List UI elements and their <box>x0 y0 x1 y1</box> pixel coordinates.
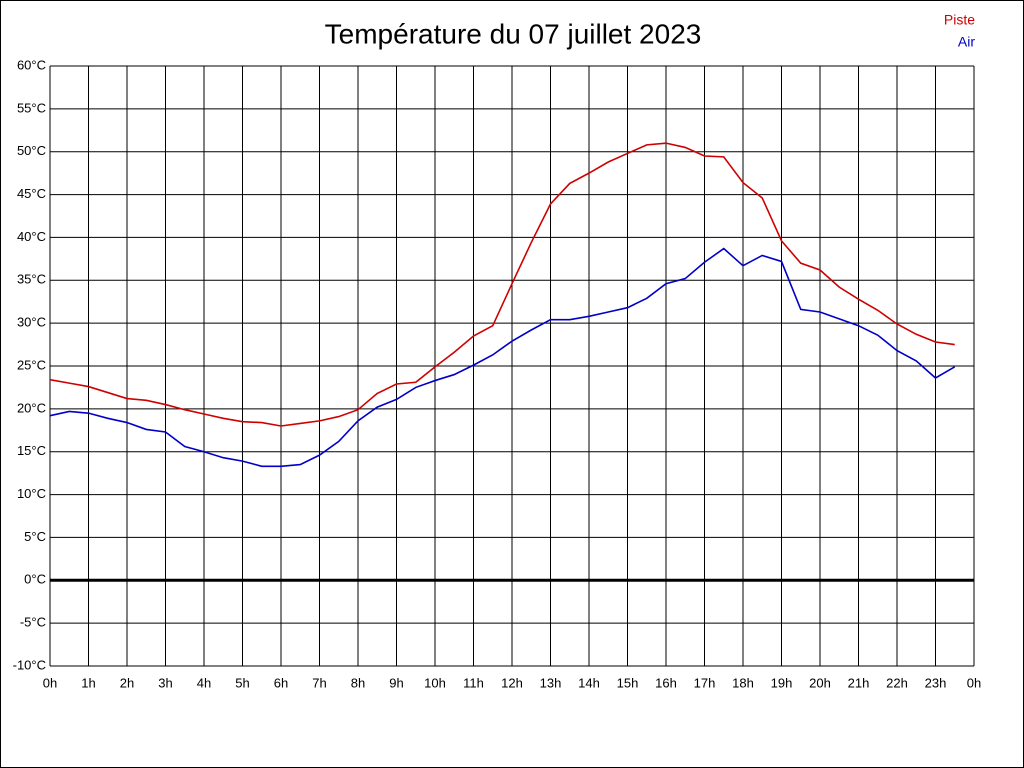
y-tick-label: 40°C <box>17 229 46 244</box>
x-tick-label: 14h <box>578 675 600 690</box>
x-tick-label: 18h <box>732 675 754 690</box>
y-tick-label: 60°C <box>17 57 46 72</box>
x-tick-label: 16h <box>655 675 677 690</box>
x-tick-label: 21h <box>848 675 870 690</box>
x-tick-label: 0h <box>43 675 57 690</box>
x-tick-label: 2h <box>120 675 134 690</box>
x-tick-label: 13h <box>540 675 562 690</box>
x-tick-label: 19h <box>771 675 793 690</box>
x-tick-label: 3h <box>158 675 172 690</box>
y-tick-label: -5°C <box>20 615 46 630</box>
legend-entry: Air <box>958 34 975 50</box>
x-tick-label: 10h <box>424 675 446 690</box>
legend-entry: Piste <box>944 12 975 28</box>
y-tick-label: -10°C <box>13 657 46 672</box>
x-tick-label: 17h <box>694 675 716 690</box>
x-tick-label: 12h <box>501 675 523 690</box>
x-tick-label: 7h <box>312 675 326 690</box>
y-tick-label: 10°C <box>17 486 46 501</box>
y-tick-label: 15°C <box>17 443 46 458</box>
y-tick-label: 5°C <box>24 529 46 544</box>
y-tick-label: 50°C <box>17 143 46 158</box>
x-tick-label: 6h <box>274 675 288 690</box>
x-tick-label: 22h <box>886 675 908 690</box>
x-tick-label: 20h <box>809 675 831 690</box>
y-tick-label: 35°C <box>17 272 46 287</box>
x-tick-label: 8h <box>351 675 365 690</box>
y-tick-label: 30°C <box>17 315 46 330</box>
x-tick-label: 15h <box>617 675 639 690</box>
x-tick-label: 9h <box>389 675 403 690</box>
y-tick-label: 55°C <box>17 100 46 115</box>
x-tick-label: 1h <box>81 675 95 690</box>
y-tick-label: 25°C <box>17 357 46 372</box>
x-tick-label: 11h <box>463 675 484 690</box>
line-series <box>49 142 955 427</box>
line-series <box>49 247 956 468</box>
x-tick-label: 5h <box>235 675 249 690</box>
y-tick-label: 45°C <box>17 186 46 201</box>
x-tick-label: 0h <box>967 675 981 690</box>
chart-title: Température du 07 juillet 2023 <box>325 18 702 49</box>
x-tick-label: 23h <box>925 675 947 690</box>
x-tick-label: 4h <box>197 675 211 690</box>
y-tick-label: 0°C <box>24 572 46 587</box>
y-tick-label: 20°C <box>17 400 46 415</box>
